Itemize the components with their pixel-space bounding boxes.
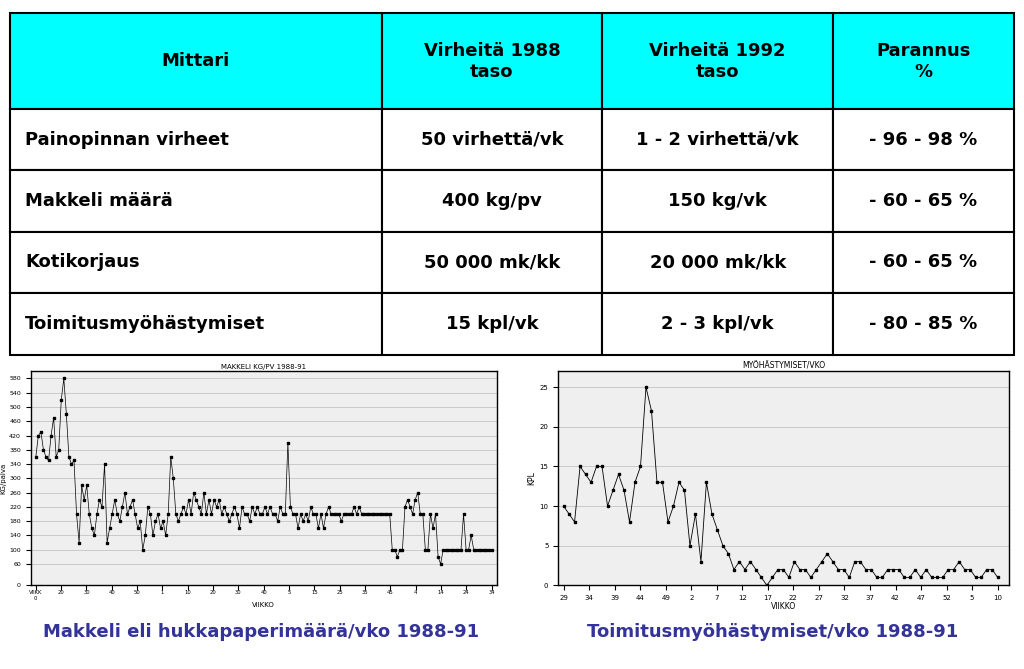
X-axis label: VIIKKO: VIIKKO — [771, 603, 796, 611]
Y-axis label: KPL: KPL — [527, 472, 537, 485]
FancyBboxPatch shape — [602, 293, 834, 355]
Text: Virheitä 1988
taso: Virheitä 1988 taso — [424, 41, 560, 80]
Text: 50 virhettä/vk: 50 virhettä/vk — [421, 130, 563, 149]
FancyBboxPatch shape — [602, 231, 834, 293]
Text: 15 kpl/vk: 15 kpl/vk — [445, 315, 539, 333]
Title: MAKKELI KG/PV 1988-91: MAKKELI KG/PV 1988-91 — [221, 363, 306, 369]
Text: 1 - 2 virhettä/vk: 1 - 2 virhettä/vk — [636, 130, 799, 149]
FancyBboxPatch shape — [10, 231, 382, 293]
Text: Toimitusmyöhästymiset/vko 1988-91: Toimitusmyöhästymiset/vko 1988-91 — [588, 624, 958, 641]
Text: 50 000 mk/kk: 50 000 mk/kk — [424, 254, 560, 272]
FancyBboxPatch shape — [10, 293, 382, 355]
FancyBboxPatch shape — [834, 293, 1014, 355]
Y-axis label: KG/paiva: KG/paiva — [0, 463, 6, 494]
FancyBboxPatch shape — [382, 13, 602, 109]
Text: Kotikorjaus: Kotikorjaus — [26, 254, 140, 272]
FancyBboxPatch shape — [382, 231, 602, 293]
Text: Virheitä 1992
taso: Virheitä 1992 taso — [649, 41, 786, 80]
Text: Mittari: Mittari — [162, 52, 230, 70]
FancyBboxPatch shape — [602, 171, 834, 231]
Text: Painopinnan virheet: Painopinnan virheet — [26, 130, 229, 149]
FancyBboxPatch shape — [382, 293, 602, 355]
Text: Parannus
%: Parannus % — [877, 41, 971, 80]
FancyBboxPatch shape — [10, 109, 382, 171]
Text: 150 kg/vk: 150 kg/vk — [669, 192, 767, 210]
FancyBboxPatch shape — [834, 231, 1014, 293]
FancyBboxPatch shape — [834, 109, 1014, 171]
Text: 400 kg/pv: 400 kg/pv — [442, 192, 542, 210]
X-axis label: VIIKKO: VIIKKO — [252, 602, 275, 608]
Text: Makkeli määrä: Makkeli määrä — [26, 192, 173, 210]
Text: - 60 - 65 %: - 60 - 65 % — [869, 192, 978, 210]
FancyBboxPatch shape — [834, 13, 1014, 109]
Text: - 96 - 98 %: - 96 - 98 % — [869, 130, 978, 149]
Title: MYÖHÄSTYMISET/VKO: MYÖHÄSTYMISET/VKO — [741, 361, 825, 371]
Text: Makkeli eli hukkapaperimäärä/vko 1988-91: Makkeli eli hukkapaperimäärä/vko 1988-91 — [43, 624, 479, 641]
Text: - 60 - 65 %: - 60 - 65 % — [869, 254, 978, 272]
FancyBboxPatch shape — [382, 109, 602, 171]
FancyBboxPatch shape — [602, 13, 834, 109]
Text: Toimitusmyöhästymiset: Toimitusmyöhästymiset — [26, 315, 265, 333]
FancyBboxPatch shape — [602, 109, 834, 171]
FancyBboxPatch shape — [382, 171, 602, 231]
Text: 2 - 3 kpl/vk: 2 - 3 kpl/vk — [662, 315, 774, 333]
FancyBboxPatch shape — [834, 171, 1014, 231]
FancyBboxPatch shape — [10, 171, 382, 231]
FancyBboxPatch shape — [10, 13, 382, 109]
Text: 20 000 mk/kk: 20 000 mk/kk — [649, 254, 785, 272]
Text: - 80 - 85 %: - 80 - 85 % — [869, 315, 978, 333]
